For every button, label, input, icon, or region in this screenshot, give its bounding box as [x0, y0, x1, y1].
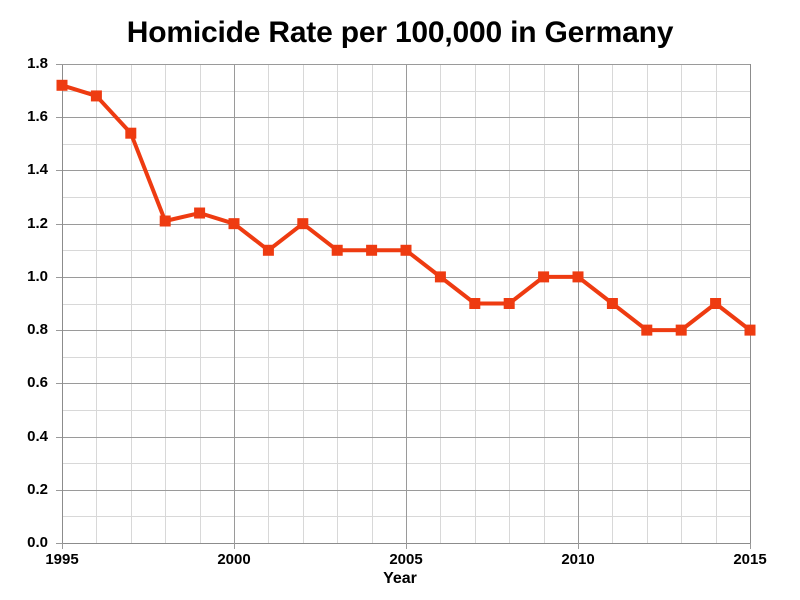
y-tick-label: 1.0	[27, 267, 48, 285]
x-axis-title: Year	[383, 570, 417, 587]
x-tick-label: 2015	[733, 551, 767, 568]
y-tick-label: 0.6	[27, 374, 48, 392]
axis-ticks	[56, 64, 751, 549]
x-tick-label: 2010	[561, 551, 595, 568]
y-tick-label: 1.2	[27, 214, 48, 232]
x-tick-label: 2000	[217, 551, 251, 568]
series-markers	[56, 79, 756, 336]
y-tick-label: 0.4	[27, 427, 48, 445]
y-tick-label: 0.0	[27, 534, 48, 551]
y-tick-label: 0.8	[27, 321, 48, 339]
chart-title: Homicide Rate per 100,000 in Germany	[126, 16, 674, 49]
x-tick-label: 1995	[45, 551, 79, 568]
y-tick-label: 0.2	[27, 480, 48, 498]
y-tick-label: 1.8	[27, 55, 48, 72]
y-tick-label: 1.4	[27, 161, 48, 179]
x-tick-label: 2005	[389, 551, 423, 568]
y-tick-label: 1.6	[27, 108, 48, 126]
